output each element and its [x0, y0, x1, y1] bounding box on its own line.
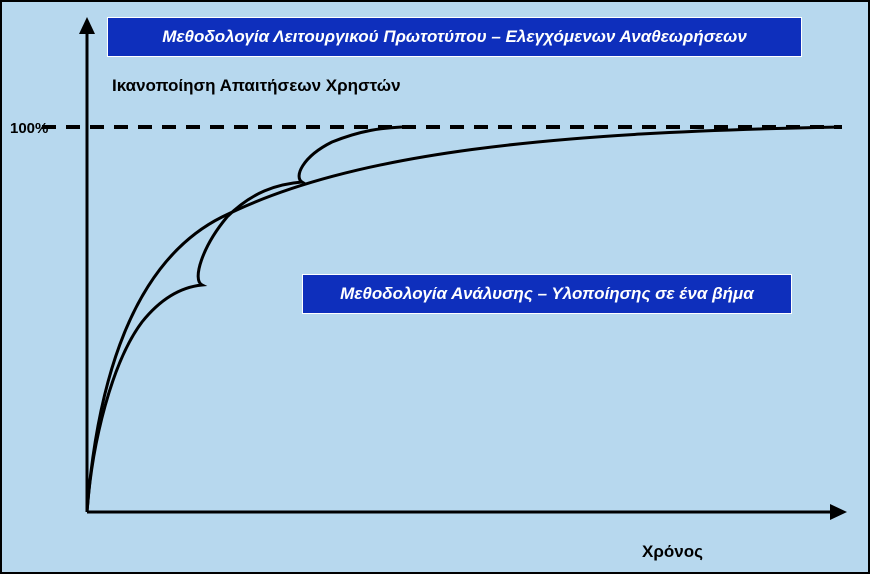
y-axis-label: Ικανοποίηση Απαιτήσεων Χρηστών	[112, 76, 401, 96]
mid-methodology-label: Μεθοδολογία Ανάλυσης – Υλοποίησης σε ένα…	[340, 284, 754, 304]
top-methodology-box: Μεθοδολογία Λειτουργικού Πρωτοτύπου – Ελ…	[107, 17, 802, 57]
reference-line-label: 100%	[10, 120, 48, 137]
mid-methodology-box: Μεθοδολογία Ανάλυσης – Υλοποίησης σε ένα…	[302, 274, 792, 314]
x-axis-label: Χρόνος	[642, 542, 703, 562]
chart-canvas: Μεθοδολογία Λειτουργικού Πρωτοτύπου – Ελ…	[0, 0, 870, 574]
top-methodology-label: Μεθοδολογία Λειτουργικού Πρωτοτύπου – Ελ…	[162, 27, 747, 47]
